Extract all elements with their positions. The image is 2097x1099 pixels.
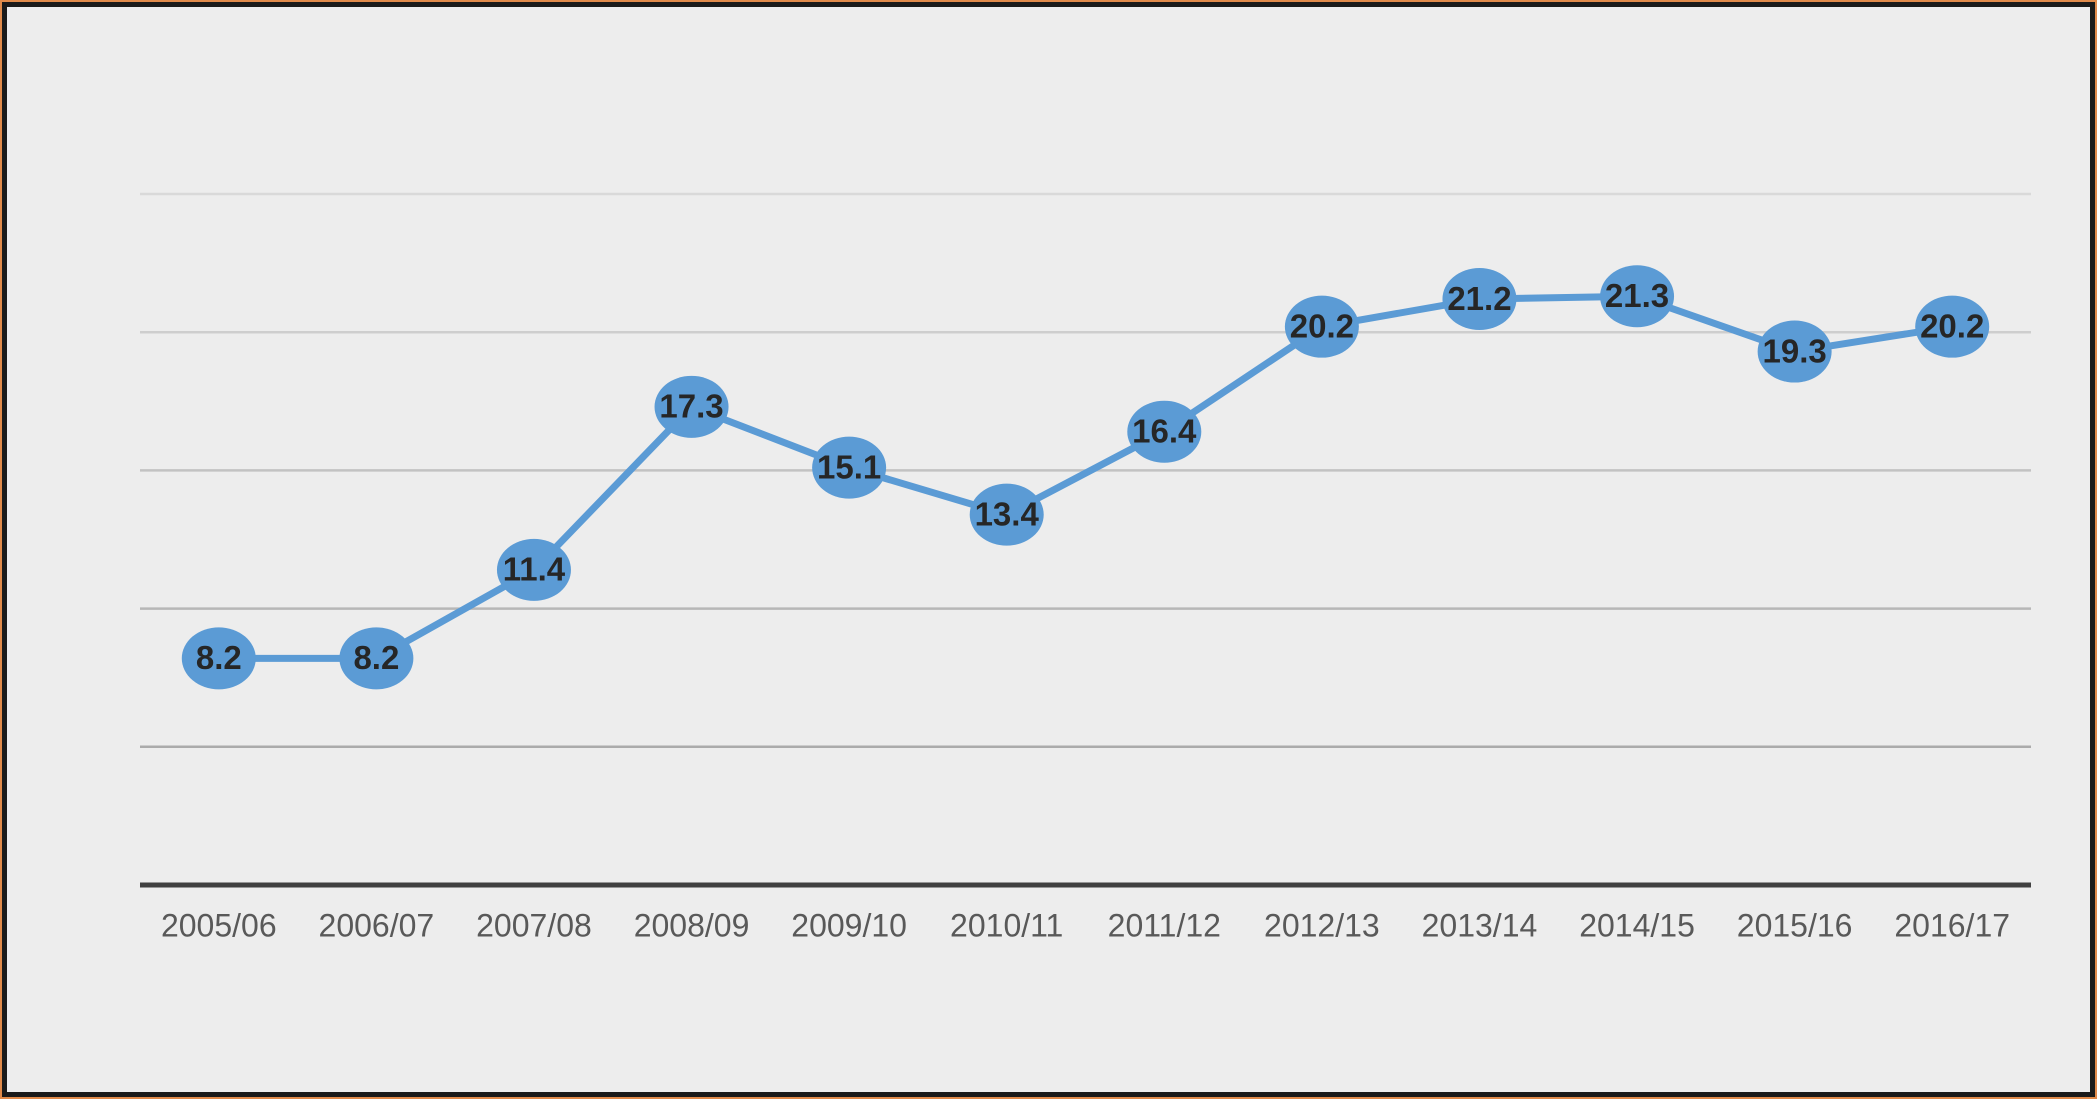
data-point (496, 538, 571, 601)
x-tick-label: 2007/08 (476, 907, 592, 943)
x-tick-label: 2013/14 (1422, 907, 1538, 943)
data-label: 8.2 (196, 639, 242, 676)
x-tick-label: 2006/07 (319, 907, 435, 943)
x-tick-label: 2009/10 (791, 907, 907, 943)
x-tick-label: 2014/15 (1579, 907, 1695, 943)
x-tick-label: 2008/09 (634, 907, 750, 943)
data-point (812, 436, 887, 499)
data-point (339, 627, 414, 690)
data-label: 11.4 (503, 551, 566, 588)
data-label: 20.2 (1920, 307, 1984, 344)
data-point (1600, 265, 1675, 328)
data-point (181, 627, 256, 690)
data-point (1284, 295, 1359, 358)
data-label: 17.3 (659, 388, 723, 425)
data-label: 16.4 (1132, 412, 1197, 449)
x-tick-label: 2015/16 (1737, 907, 1853, 943)
data-label: 21.2 (1447, 280, 1511, 317)
x-tick-label: 2005/06 (161, 907, 277, 943)
data-label: 15.1 (817, 448, 881, 485)
data-label: 19.3 (1763, 332, 1827, 369)
data-point (1442, 268, 1517, 331)
data-point (969, 483, 1044, 546)
data-label: 8.2 (353, 639, 399, 676)
x-tick-label: 2010/11 (950, 907, 1063, 943)
x-tick-label: 2012/13 (1264, 907, 1380, 943)
x-tick-label: 2016/17 (1894, 907, 2010, 943)
data-label: 21.3 (1605, 277, 1669, 314)
data-point (1915, 295, 1990, 358)
x-tick-label: 2011/12 (1108, 907, 1221, 943)
data-point (1127, 400, 1202, 463)
data-point (1757, 320, 1832, 383)
data-label: 13.4 (975, 495, 1040, 532)
data-point (654, 375, 729, 438)
data-label: 20.2 (1290, 307, 1354, 344)
